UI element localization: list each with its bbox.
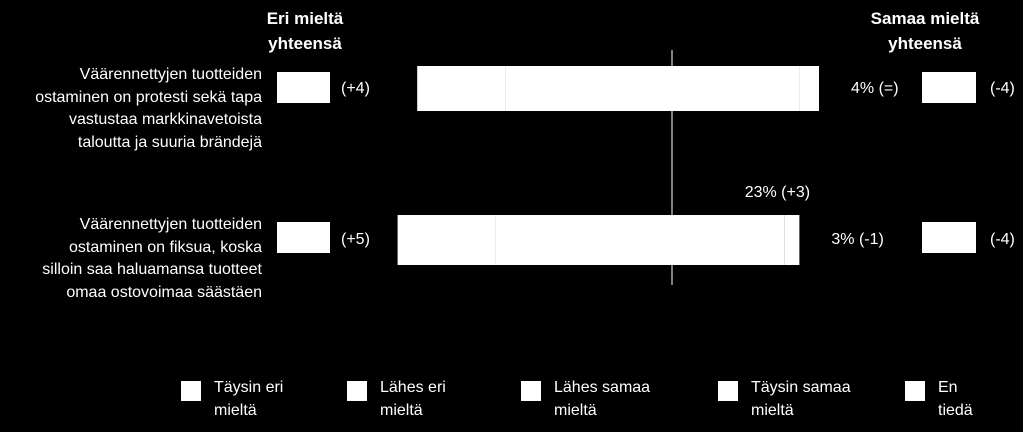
legend-swatch [347, 381, 367, 401]
bar-segment [495, 215, 672, 265]
right-header: Samaa mieltä yhteensä [870, 9, 980, 53]
bar-segment [784, 215, 800, 265]
right-change: (-4) [990, 231, 1015, 248]
value-label: 3% (-1) [831, 231, 884, 248]
legend-swatch [181, 381, 201, 401]
category-label: Väärennettyjen tuotteiden ostaminen on f… [42, 216, 262, 301]
total-box [922, 72, 976, 103]
value-label: 4% (=) [851, 79, 899, 97]
legend-swatch [718, 381, 738, 401]
legend-label: En tiedä [938, 379, 973, 419]
bar-segment [505, 66, 672, 111]
left-header: Eri mieltä yhteensä [266, 9, 344, 53]
total-box [922, 222, 976, 253]
right-change: (-4) [990, 79, 1015, 97]
legend-label: Lähes samaa mieltä [554, 379, 651, 419]
legend-label: Täysin samaa mieltä [751, 379, 851, 419]
bar-segment [417, 66, 506, 111]
category-label: Väärennettyjen tuotteiden ostaminen on p… [35, 66, 262, 151]
legend-swatch [521, 381, 541, 401]
bar-segment [397, 215, 496, 265]
bar-segment [799, 66, 819, 111]
bar-segment [672, 66, 800, 111]
total-box [277, 72, 330, 103]
value-label: 23% (+3) [744, 184, 811, 201]
total-box [277, 222, 330, 253]
legend-swatch [905, 381, 925, 401]
legend-label: Lähes eri mieltä [380, 379, 446, 419]
left-change: (+4) [341, 79, 370, 97]
left-change: (+5) [341, 231, 370, 248]
bar-segment [672, 215, 785, 265]
legend-label: Täysin eri mieltä [214, 379, 284, 419]
